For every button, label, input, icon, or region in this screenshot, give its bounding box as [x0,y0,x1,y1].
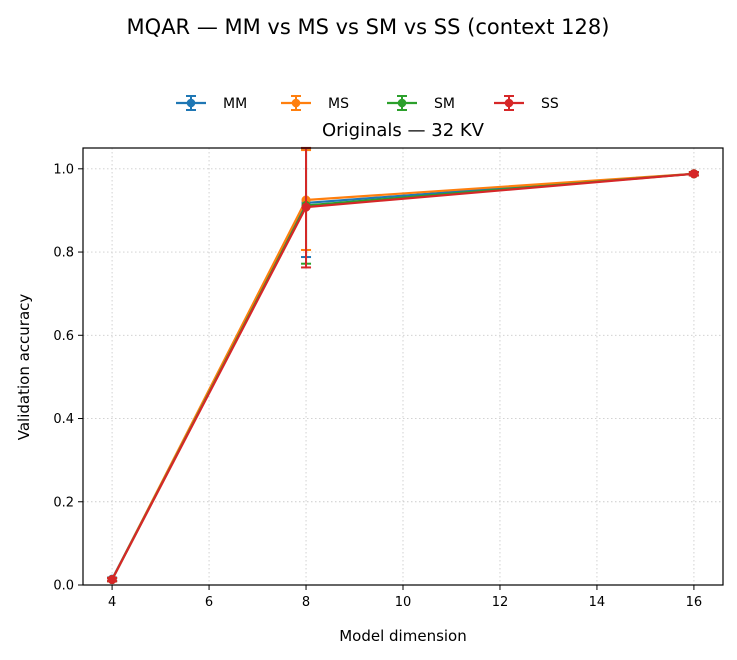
y-tick-label: 0.6 [53,329,74,344]
legend-marker [291,98,301,108]
x-axis-label: Model dimension [339,627,467,645]
chart-suptitle: MQAR — MM vs MS vs SM vs SS (context 128… [127,15,610,39]
legend-label: MM [223,96,247,112]
legend-item-ms: MS [281,95,349,112]
y-axis-ticks: 0.0 0.2 0.4 0.6 0.8 1.0 [53,162,83,594]
chart-legend: MM MS SM SS [176,95,559,112]
y-tick-label: 0.0 [53,579,74,594]
y-axis-label: Validation accuracy [15,294,33,441]
legend-label: MS [328,96,349,112]
y-tick-label: 0.4 [53,412,74,427]
legend-marker [186,98,196,108]
x-tick-label: 10 [395,595,412,610]
legend-item-sm: SM [387,95,455,112]
legend-item-mm: MM [176,95,247,112]
y-tick-label: 1.0 [53,162,74,177]
y-tick-label: 0.8 [53,246,74,261]
y-tick-label: 0.2 [53,495,74,510]
x-tick-label: 16 [686,595,703,610]
x-tick-label: 4 [108,595,116,610]
legend-marker [504,98,514,108]
series-layer [107,146,699,585]
legend-item-ss: SS [494,95,559,112]
x-tick-label: 14 [589,595,606,610]
data-point [301,202,311,212]
legend-label: SS [541,96,559,112]
series-ss [107,146,699,585]
plot-area [83,148,723,585]
chart-title: Originals — 32 KV [322,120,485,141]
legend-marker [397,98,407,108]
x-tick-label: 8 [302,595,310,610]
data-point [689,169,699,179]
x-axis-ticks: 4 6 8 10 12 14 16 [108,585,702,610]
x-tick-label: 12 [492,595,509,610]
x-tick-label: 6 [205,595,213,610]
legend-label: SM [434,96,455,112]
data-point [107,575,117,585]
